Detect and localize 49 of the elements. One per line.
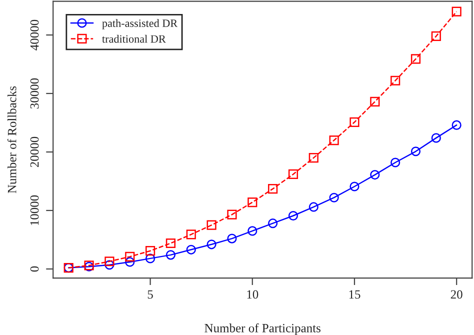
point [288, 210, 298, 221]
y-tick-label: 20000 [30, 136, 39, 168]
point [370, 170, 380, 180]
point [166, 238, 176, 248]
point [308, 153, 318, 163]
point [268, 184, 278, 194]
y-tick-label: 40000 [30, 20, 39, 50]
point [104, 256, 114, 266]
point [288, 169, 298, 179]
point [227, 210, 237, 220]
point [452, 120, 462, 130]
point [329, 135, 339, 146]
point [166, 250, 176, 260]
point [431, 133, 441, 143]
point [390, 158, 400, 168]
point [350, 182, 360, 192]
point [350, 117, 360, 127]
point [186, 230, 196, 240]
x-tick-label: 10 [247, 290, 258, 299]
x-tick-label: 20 [450, 290, 462, 299]
point [390, 76, 400, 86]
point [370, 96, 380, 106]
point [104, 260, 114, 270]
point [186, 244, 196, 254]
point [410, 54, 421, 64]
point [268, 218, 278, 228]
x-axis-title: Number of Participants [204, 323, 320, 335]
y-tick-label: 30000 [30, 78, 39, 109]
point [431, 31, 441, 41]
y-axis-title: Number of Rollbacks [7, 86, 16, 194]
point [248, 197, 258, 208]
x-tick-label: 15 [349, 290, 360, 299]
legend-label: path-assisted DR [102, 19, 178, 30]
point [145, 246, 156, 256]
point [410, 146, 421, 156]
legend-label: traditional DR [102, 34, 166, 43]
point [206, 220, 216, 230]
point [227, 234, 237, 244]
point [452, 6, 462, 16]
point [308, 202, 318, 212]
point [125, 252, 135, 262]
point [206, 240, 216, 250]
y-tick-label: 0 [30, 266, 39, 272]
point [248, 226, 258, 236]
y-tick-label: 10000 [30, 195, 39, 225]
point [329, 192, 339, 202]
point [145, 254, 156, 264]
point [125, 257, 135, 267]
x-tick-label: 5 [148, 290, 153, 299]
